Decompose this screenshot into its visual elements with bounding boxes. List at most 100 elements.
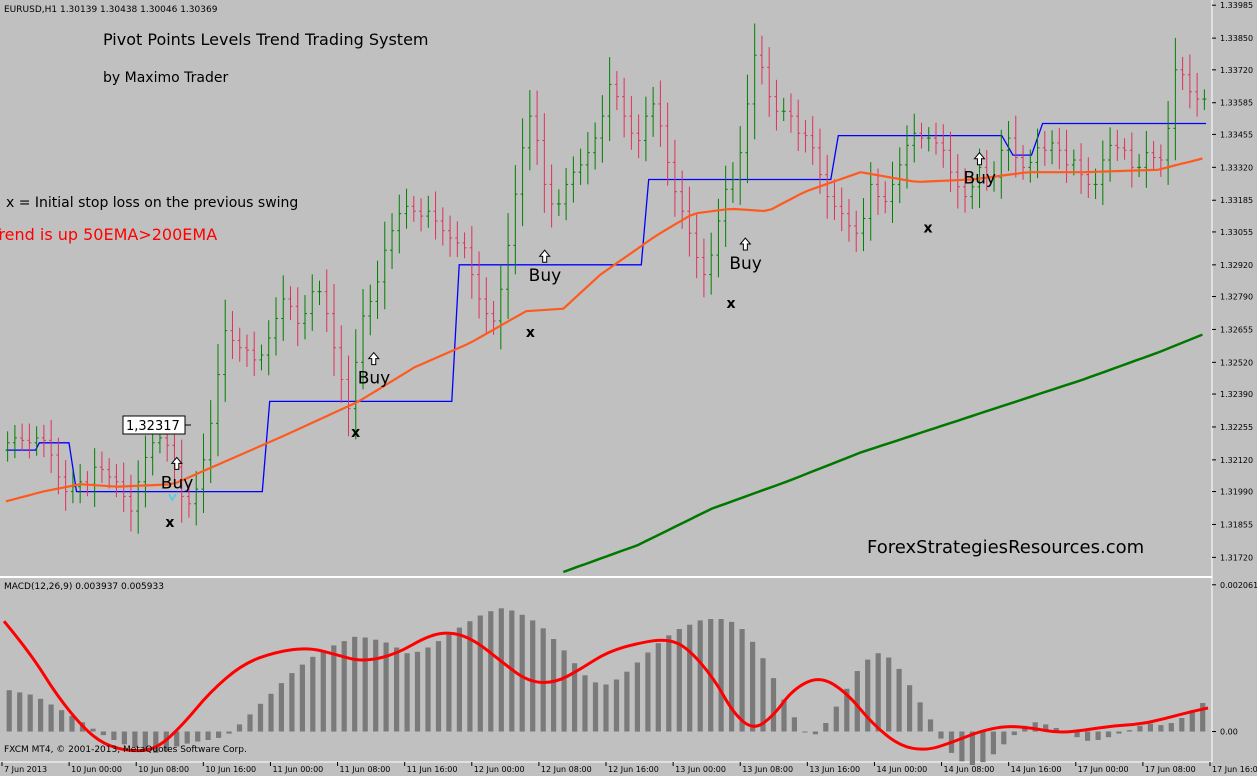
price-candle — [912, 113, 917, 163]
price-candle — [1021, 145, 1026, 180]
price-candle — [614, 71, 619, 111]
macd-histogram-bar — [174, 731, 180, 747]
price-label-box[interactable]: 1,32317 — [122, 415, 191, 435]
price-candle — [730, 162, 735, 203]
macd-histogram-bar — [1032, 722, 1038, 732]
macd-histogram-bar — [27, 694, 33, 732]
price-candle — [1122, 138, 1127, 160]
price-label-text: 1,32317 — [126, 419, 180, 434]
trend-annotation: Trend is up 50EMA>200EMA — [0, 225, 217, 244]
buy-signal: Buy — [358, 351, 390, 389]
price-tick-label: 1.33850 — [1220, 34, 1253, 43]
price-candle — [585, 131, 590, 185]
price-candle — [92, 448, 97, 507]
macd-histogram-bar — [153, 731, 159, 753]
price-tick-label: 1.32120 — [1220, 456, 1253, 465]
price-candle — [825, 154, 830, 219]
price-candle — [846, 199, 851, 242]
legend-annotation: x = Initial stop loss on the previous sw… — [6, 195, 298, 211]
price-candle — [759, 35, 764, 85]
macd-histogram-bar — [844, 688, 850, 732]
price-candle — [1035, 128, 1040, 179]
macd-histogram-bar — [1085, 731, 1091, 741]
macd-histogram-bar — [519, 614, 525, 732]
price-candle — [34, 426, 39, 456]
price-candle — [796, 99, 801, 151]
macd-histogram-bar — [896, 668, 902, 732]
price-candle — [934, 122, 939, 155]
macd-histogram-bar — [561, 650, 567, 732]
macd-histogram-bar — [886, 657, 892, 732]
time-tick-label: 11 Jun 08:00 — [340, 765, 391, 774]
time-tick-label: 12 Jun 08:00 — [541, 765, 592, 774]
price-candle — [513, 165, 518, 275]
price-candle — [535, 90, 540, 165]
macd-histogram-bar — [781, 699, 787, 732]
stop-loss-mark: x — [726, 296, 735, 312]
price-candle — [897, 147, 902, 204]
price-candle — [1187, 54, 1192, 109]
time-tick-label: 10 Jun 08:00 — [138, 765, 189, 774]
price-candle — [890, 161, 895, 223]
time-tick-label: 17 Jun 08:00 — [1145, 765, 1196, 774]
price-tick-label: 1.32255 — [1220, 423, 1253, 432]
buy-arrow-icon — [170, 456, 183, 470]
macd-tick-label: 0.002061 — [1220, 581, 1257, 590]
macd-histogram-bar — [634, 662, 640, 732]
price-candle — [310, 274, 315, 331]
macd-histogram-bar — [6, 690, 12, 732]
macd-histogram-bar — [907, 685, 913, 732]
price-candle — [469, 226, 474, 299]
macd-histogram-bar — [477, 615, 483, 732]
macd-histogram-bar — [1126, 730, 1133, 732]
price-candle — [484, 277, 489, 335]
check-icon — [168, 493, 177, 502]
stop-loss-mark: x — [923, 220, 932, 236]
macd-histogram-bar — [770, 678, 777, 732]
price-candle — [593, 122, 598, 170]
price-candle — [1079, 143, 1084, 194]
price-candle — [324, 269, 329, 333]
time-tick-label: 13 Jun 08:00 — [742, 765, 793, 774]
price-tick-label: 1.31855 — [1220, 520, 1253, 529]
price-candle — [571, 156, 576, 203]
price-candle — [237, 327, 242, 362]
title-annotation: Pivot Points Levels Trend Trading System — [103, 30, 429, 49]
price-candle — [803, 120, 808, 153]
macd-histogram-bar — [530, 620, 536, 732]
price-candle — [745, 74, 750, 184]
price-candle — [5, 431, 10, 462]
price-candle — [1093, 168, 1098, 200]
macd-histogram-bar — [969, 731, 975, 765]
price-candle — [346, 355, 351, 437]
price-candle — [709, 232, 714, 295]
macd-histogram-bar — [320, 650, 326, 732]
buy-label: Buy — [529, 266, 562, 286]
macd-histogram-bar — [990, 731, 996, 755]
copyright-text: FXCM MT4, © 2001-2013, MetaQuotes Softwa… — [4, 745, 247, 755]
macd-histogram-bar — [257, 703, 264, 732]
macd-histogram-bar — [739, 629, 745, 732]
price-candle — [41, 424, 46, 458]
time-tick-label: 12 Jun 16:00 — [608, 765, 659, 774]
macd-histogram-bar — [1074, 731, 1080, 738]
price-tick-label: 1.33320 — [1220, 163, 1253, 172]
price-candle — [1013, 115, 1018, 178]
macd-histogram-bar — [1147, 723, 1153, 732]
macd-histogram-bar — [865, 659, 871, 732]
macd-histogram-bar — [467, 621, 473, 732]
buy-signal: Buy — [963, 151, 996, 189]
price-candle — [1100, 140, 1105, 206]
price-candle — [542, 113, 547, 213]
macd-histogram-bar — [854, 671, 860, 732]
price-candle — [738, 126, 743, 205]
ema200-line — [562, 333, 1203, 574]
macd-histogram-bar — [791, 717, 797, 732]
macd-histogram-bar — [435, 641, 442, 732]
macd-histogram-bar — [195, 731, 201, 742]
price-candle — [1115, 129, 1120, 161]
macd-histogram-bar — [823, 723, 829, 732]
macd-histogram-bar — [121, 731, 127, 745]
